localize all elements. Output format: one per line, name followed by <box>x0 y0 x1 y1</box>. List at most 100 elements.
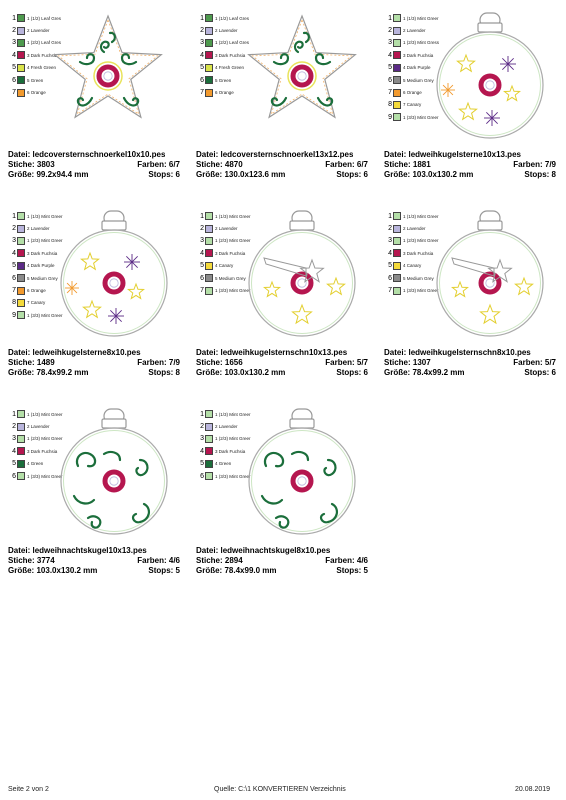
file-line: Datei: ledweihkugelsterne10x13.pes <box>384 150 521 160</box>
thread-row: 5 4 Green <box>196 458 266 470</box>
thread-number: 4 <box>388 249 392 257</box>
thread-row: 4 3 Dark Fuchsia <box>8 247 78 259</box>
thread-name: 1 (1/3) Mint Greer <box>27 411 63 417</box>
design-info: Datei: ledweihkugelsternschn8x10.pes Stic… <box>384 348 556 378</box>
shooting-star <box>451 257 513 283</box>
canary-star <box>514 276 534 296</box>
led-ring <box>478 271 502 295</box>
thread-row: 2 2 Lavender <box>8 420 78 432</box>
thread-row: 1 1 (1/2) Leaf Gres <box>196 12 266 24</box>
ornament-outline <box>60 427 168 535</box>
thread-swatch <box>205 224 213 233</box>
embroidery-design <box>53 14 163 119</box>
thread-number: 6 <box>12 76 16 84</box>
thread-row: 6 5 Medium Grey <box>384 272 454 284</box>
thread-number: 5 <box>200 262 204 270</box>
thread-swatch <box>17 434 25 443</box>
design-info: Datei: ledweihkugelsternschn10x13.pes Sti… <box>196 348 368 378</box>
thread-number: 2 <box>388 27 392 35</box>
thread-name: 3 Dark Fuchsia <box>27 448 58 454</box>
led-ring <box>478 73 502 97</box>
thread-row: 6 1 (3/3) Mint Greer <box>8 470 78 482</box>
stops-label: Stops: <box>148 566 174 575</box>
thread-swatch <box>17 311 25 320</box>
colors-line: Farben: 5/7 <box>325 358 368 368</box>
thread-swatch <box>205 286 213 295</box>
size-value: 78.4x99.2 mm <box>412 368 465 377</box>
size-line: Größe: 103.0x130.2 mm <box>384 170 473 180</box>
thread-swatch <box>393 274 401 283</box>
stitches-line: Stiche: 3774 <box>8 556 55 566</box>
colors-label: Farben: <box>325 358 355 367</box>
colors-line: Farben: 4/6 <box>325 556 368 566</box>
swirl <box>72 494 96 505</box>
thread-row: 6 5 Medium Grey <box>384 74 454 86</box>
size-line: Größe: 99.2x94.4 mm <box>8 170 89 180</box>
file-label: Datei: <box>384 348 407 357</box>
thread-row: 5 4 Canary <box>196 260 266 272</box>
canary-star <box>456 53 476 73</box>
stops-value: 5 <box>363 566 368 575</box>
thread-row: 7 6 Orange <box>384 86 454 98</box>
file-name: ledweihkugelsterne10x13.pes <box>408 150 521 159</box>
thread-swatch <box>205 212 213 221</box>
file-line: Datei: ledcoversternschnoerkel10x10.pes <box>8 150 165 160</box>
size-line: Größe: 78.4x99.2 mm <box>384 368 465 378</box>
stitches-value: 1881 <box>412 160 431 169</box>
colors-line: Farben: 5/7 <box>513 358 556 368</box>
embroidery-design <box>60 408 168 535</box>
orange-sparkle <box>441 83 455 97</box>
thread-name: 2 Lavender <box>403 28 426 34</box>
thread-number: 3 <box>388 39 392 47</box>
thread-row: 6 1 (3/3) Mint Greer <box>196 470 266 482</box>
thread-name: 1 (2/2) Leaf Gres <box>27 40 62 46</box>
stops-line: Stops: 8 <box>524 170 556 180</box>
thread-row: 7 1 (3/3) Mint Greer <box>196 284 266 296</box>
swirl-top <box>99 40 110 54</box>
thread-swatch <box>17 274 25 283</box>
thread-row: 2 2 Lavender <box>8 222 78 234</box>
thread-row: 6 5 Medium Grey <box>8 272 78 284</box>
thread-row: 5 4 Green <box>8 458 78 470</box>
stops-line: Stops: 6 <box>524 368 556 378</box>
thread-number: 1 <box>200 14 204 22</box>
thread-swatch <box>393 88 401 97</box>
ornament-cap <box>289 418 315 429</box>
stops-value: 6 <box>175 170 180 179</box>
thread-swatch <box>393 38 401 47</box>
thread-number: 3 <box>12 435 16 443</box>
thread-palette: 1 1 (1/2) Leaf Gres 2 2 Lavender 3 1 (2/2) Le… <box>8 12 78 99</box>
colors-label: Farben: <box>137 160 167 169</box>
stitches-line: Stiche: 1489 <box>8 358 55 368</box>
thread-name: 1 (1/3) Mint Greer <box>403 15 439 21</box>
design-card: 1 1 (1/3) Mint Greer 2 2 Lavender 3 1 (2/3) M… <box>196 408 368 598</box>
footer-page: Seite 2 von 2 <box>8 786 49 793</box>
thread-palette: 1 1 (1/3) Mint Greer 2 2 Lavender 3 1 (2/3) M… <box>196 408 266 482</box>
thread-row: 4 3 Dark Fuchsia <box>8 445 78 457</box>
swirl-top <box>293 40 304 54</box>
colors-value: 5/7 <box>544 358 556 367</box>
swirl <box>260 494 284 505</box>
thread-row: 9 1 (3/3) Mint Greer <box>8 309 78 321</box>
thread-swatch <box>205 249 213 258</box>
thread-swatch <box>393 224 401 233</box>
swirl <box>131 502 150 524</box>
thread-number: 5 <box>388 64 392 72</box>
thread-name: 3 Dark Fuchsia <box>27 250 58 256</box>
thread-name: 4 Fresh Green <box>27 65 57 71</box>
thread-swatch <box>17 261 25 270</box>
stitches-value: 1656 <box>224 358 243 367</box>
stitches-label: Stiche: <box>196 556 223 565</box>
thread-row: 7 6 Orange <box>8 284 78 296</box>
thread-number: 3 <box>200 39 204 47</box>
colors-value: 7/9 <box>544 160 556 169</box>
led-ring <box>96 64 120 88</box>
size-label: Größe: <box>8 368 35 377</box>
thread-swatch <box>205 63 213 72</box>
led-ring <box>102 469 126 493</box>
stops-value: 8 <box>175 368 180 377</box>
thread-name: 3 Dark Fuchsia <box>27 52 58 58</box>
swirl <box>263 451 285 468</box>
thread-swatch <box>17 63 25 72</box>
colors-label: Farben: <box>137 556 167 565</box>
